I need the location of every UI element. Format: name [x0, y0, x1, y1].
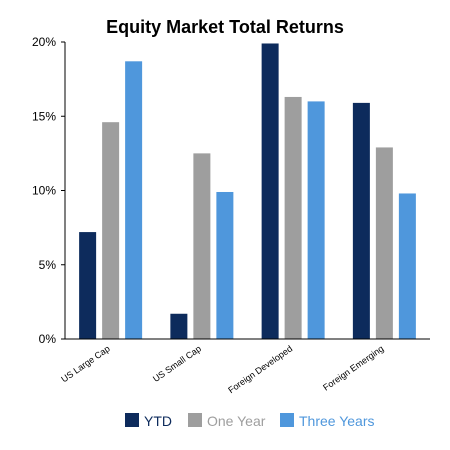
- legend-label: Three Years: [299, 413, 375, 429]
- legend-swatch: [280, 413, 294, 427]
- bar-one-year-foreign-emerging: [375, 147, 393, 339]
- bar-ytd-foreign-emerging: [352, 102, 370, 339]
- x-tick-label: Foreign Emerging: [321, 343, 385, 392]
- y-tick-label: 20%: [32, 35, 56, 49]
- y-tick-label: 0%: [39, 332, 57, 346]
- chart-title: Equity Market Total Returns: [106, 17, 344, 37]
- y-tick-label: 10%: [32, 184, 56, 198]
- bar-one-year-us-large-cap: [102, 122, 120, 339]
- legend-swatch: [188, 413, 202, 427]
- legend-label: YTD: [144, 413, 172, 429]
- legend-label: One Year: [207, 413, 266, 429]
- bar-three-years-us-small-cap: [216, 191, 234, 339]
- y-axis: 0% 5% 10% 15% 20%: [32, 35, 66, 346]
- bar-ytd-us-small-cap: [170, 313, 188, 339]
- x-tick-label: Foreign Developed: [226, 343, 294, 395]
- x-tick-label: US Small Cap: [151, 343, 203, 384]
- bar-one-year-foreign-developed: [284, 96, 302, 339]
- bars: [79, 43, 416, 340]
- legend: YTD One Year Three Years: [125, 413, 375, 429]
- bar-three-years-us-large-cap: [125, 61, 143, 340]
- bar-three-years-foreign-emerging: [398, 193, 416, 339]
- bar-three-years-foreign-developed: [307, 101, 325, 340]
- legend-swatch: [125, 413, 139, 427]
- bar-ytd-us-large-cap: [79, 232, 97, 339]
- x-axis: US Large Cap US Small Cap Foreign Develope…: [59, 338, 430, 395]
- y-tick-label: 5%: [39, 258, 57, 272]
- bar-ytd-foreign-developed: [261, 43, 279, 340]
- bar-one-year-us-small-cap: [193, 153, 211, 339]
- x-tick-label: US Large Cap: [59, 343, 111, 384]
- y-tick-label: 15%: [32, 109, 56, 123]
